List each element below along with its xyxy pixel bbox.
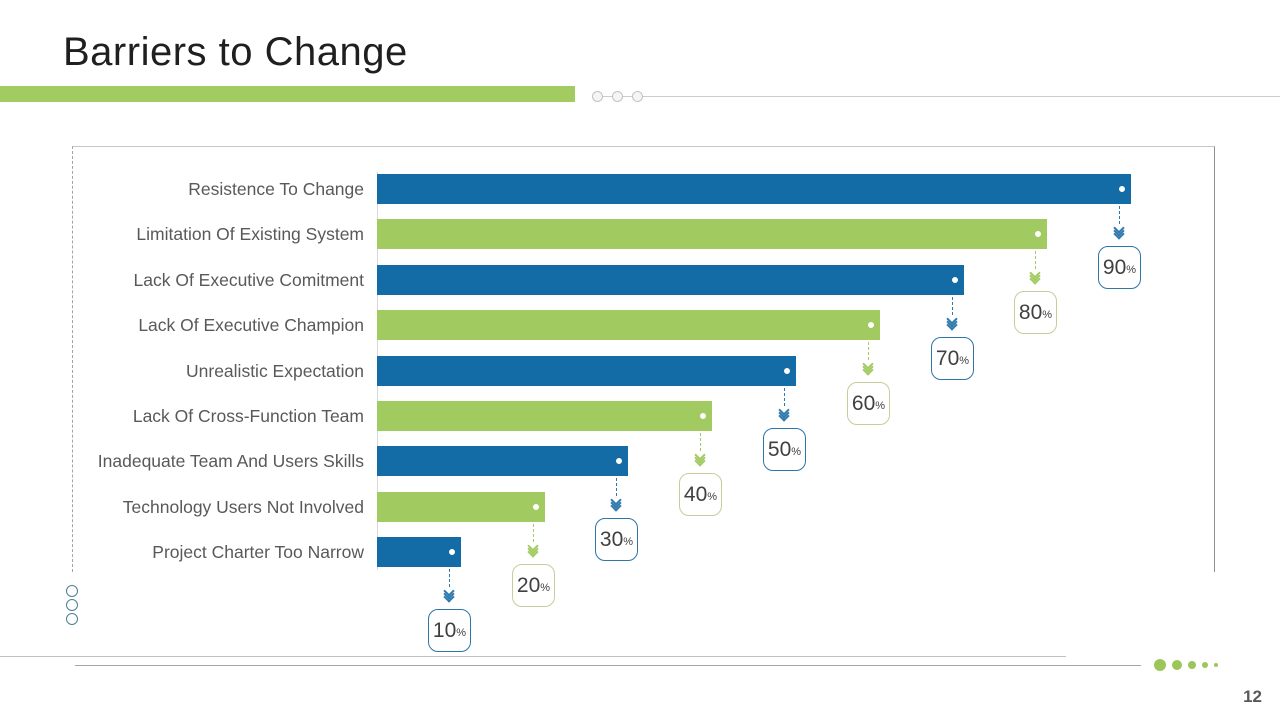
chevron-down-icon: [527, 540, 539, 558]
callout-connector-line: [952, 297, 953, 315]
value-label: 70: [935, 346, 960, 370]
value-callout: 90%: [1098, 246, 1141, 289]
footer-dot-icon: [1214, 662, 1218, 667]
page-title: Barriers to Change: [63, 30, 408, 74]
percent-sign: %: [875, 400, 886, 412]
bar-end-ring-icon: [868, 322, 874, 328]
bar: [377, 537, 461, 567]
chevron-down-icon: [778, 404, 790, 422]
value-callout: 20%: [512, 564, 555, 607]
decor-circle-icon: [632, 91, 643, 102]
footer-dot-icon: [1188, 660, 1196, 669]
chevron-down-icon: [946, 313, 958, 331]
percent-sign: %: [456, 627, 467, 639]
bar: [377, 356, 796, 386]
percent-sign: %: [959, 355, 970, 367]
callout-connector-line: [449, 569, 450, 587]
bar: [377, 310, 880, 340]
category-label: Project Charter Too Narrow: [152, 542, 364, 562]
bar: [377, 401, 712, 431]
category-label: Technology Users Not Involved: [122, 497, 364, 517]
chart-frame: [72, 146, 1215, 572]
footer-dots-decoration: [1154, 657, 1229, 672]
decor-circle-icon: [592, 91, 603, 102]
footer-dot-icon: [1172, 659, 1182, 670]
bar: [377, 219, 1047, 249]
value-callout: 80%: [1014, 291, 1057, 334]
page-number: 12: [1243, 687, 1262, 706]
bar-end-ring-icon: [952, 277, 958, 283]
footer-dot-icon: [1202, 661, 1208, 668]
callout-connector-line: [784, 388, 785, 406]
value-label: 90: [1102, 255, 1127, 279]
bar-end-ring-icon: [784, 368, 790, 374]
percent-sign: %: [540, 582, 551, 594]
chevron-down-icon: [443, 585, 455, 603]
category-label: Inadequate Team And Users Skills: [97, 451, 364, 471]
title-decor-line: [592, 96, 1280, 97]
category-label: Lack Of Executive Champion: [138, 315, 364, 335]
callout-connector-line: [533, 524, 534, 542]
value-callout: 30%: [595, 518, 638, 561]
callout-connector-line: [868, 342, 869, 360]
category-label: Lack Of Executive Comitment: [133, 270, 365, 290]
percent-sign: %: [791, 446, 802, 458]
value-callout: 60%: [847, 382, 890, 425]
value-label: 60: [851, 391, 876, 415]
value-callout: 10%: [428, 609, 471, 652]
value-callout: 50%: [763, 428, 806, 471]
category-label: Resistence To Change: [188, 179, 364, 199]
bar-end-ring-icon: [700, 413, 706, 419]
callout-connector-line: [616, 478, 617, 496]
callout-connector-line: [1119, 206, 1120, 224]
bar-end-ring-icon: [533, 504, 539, 510]
chevron-down-icon: [694, 449, 706, 467]
bar-end-ring-icon: [616, 458, 622, 464]
bar-end-ring-icon: [1035, 231, 1041, 237]
title-underline-bar: [0, 86, 575, 102]
bar-end-ring-icon: [1119, 186, 1125, 192]
chevron-down-icon: [1029, 267, 1041, 285]
bar: [377, 174, 1131, 204]
value-callout: 70%: [931, 337, 974, 380]
corner-circles-decoration: [66, 585, 78, 627]
decor-circle-icon: [66, 613, 78, 625]
value-label: 10: [432, 618, 457, 642]
chevron-down-icon: [1113, 222, 1125, 240]
category-label: Unrealistic Expectation: [186, 361, 364, 381]
chevron-down-icon: [610, 494, 622, 512]
callout-connector-line: [700, 433, 701, 451]
percent-sign: %: [623, 536, 634, 548]
value-label: 40: [683, 482, 708, 506]
percent-sign: %: [1126, 264, 1137, 276]
footer-dot-icon: [1154, 658, 1166, 671]
bar-end-ring-icon: [449, 549, 455, 555]
percent-sign: %: [707, 491, 718, 503]
category-label: Lack Of Cross-Function Team: [132, 406, 364, 426]
footer-divider-bottom: [75, 665, 1141, 666]
value-label: 80: [1018, 300, 1043, 324]
footer-divider-top: [0, 656, 1066, 657]
chevron-down-icon: [862, 358, 874, 376]
bar: [377, 265, 964, 295]
bar: [377, 446, 628, 476]
bar: [377, 492, 545, 522]
decor-circle-icon: [612, 91, 623, 102]
decor-circle-icon: [66, 599, 78, 611]
value-label: 30: [599, 527, 624, 551]
decor-circle-icon: [66, 585, 78, 597]
category-label: Limitation Of Existing System: [136, 224, 364, 244]
callout-connector-line: [1035, 251, 1036, 269]
value-label: 50: [767, 437, 792, 461]
percent-sign: %: [1042, 309, 1053, 321]
value-label: 20: [516, 573, 541, 597]
value-callout: 40%: [679, 473, 722, 516]
